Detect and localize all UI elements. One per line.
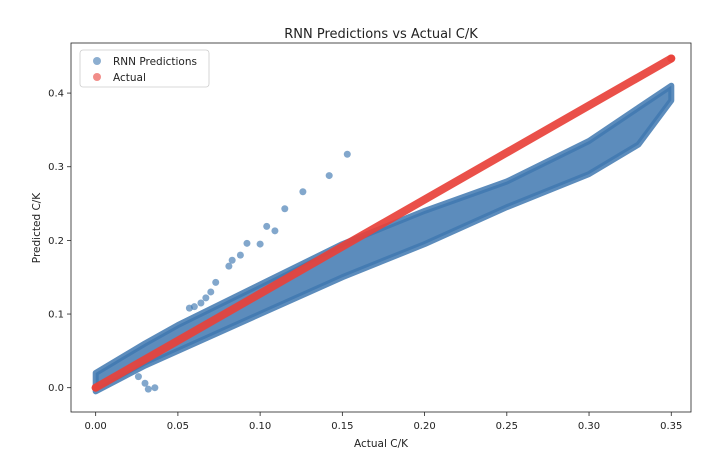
rnn-prediction-point <box>134 373 142 381</box>
rnn-prediction-point <box>263 222 271 230</box>
rnn-prediction-point <box>281 205 289 213</box>
x-axis-label: Actual C/K <box>354 438 409 450</box>
x-tick-label: 0.25 <box>496 421 518 432</box>
legend-label-actual: Actual <box>113 72 146 84</box>
x-tick-label: 0.00 <box>85 421 107 432</box>
rnn-prediction-point <box>299 188 307 196</box>
rnn-prediction-point <box>256 240 264 248</box>
rnn-prediction-point <box>236 251 244 259</box>
x-tick-label: 0.10 <box>249 421 271 432</box>
y-tick-label: 0.0 <box>48 383 64 394</box>
rnn-prediction-point <box>151 384 159 392</box>
actual-series <box>91 54 676 392</box>
legend-label-rnn-predictions: RNN Predictions <box>113 56 197 68</box>
x-axis-ticks: 0.00 0.05 0.10 0.15 0.20 0.25 0.30 0.35 <box>85 412 682 432</box>
legend-marker-actual <box>93 73 101 81</box>
rnn-prediction-point <box>325 172 333 180</box>
actual-line <box>91 54 676 392</box>
legend-box <box>79 49 210 88</box>
actual-point <box>91 383 100 392</box>
rnn-prediction-point <box>343 150 351 158</box>
x-tick-label: 0.20 <box>413 421 435 432</box>
x-tick-label: 0.30 <box>578 421 600 432</box>
rnn-predictions-band <box>92 82 675 395</box>
plot-area <box>91 54 676 395</box>
y-axis-label: Predicted C/K <box>31 192 43 263</box>
rnn-prediction-point <box>243 239 251 247</box>
y-axis-ticks: 0.0 0.1 0.2 0.3 0.4 <box>48 89 71 394</box>
legend: RNN Predictions Actual <box>79 49 210 88</box>
legend-marker-rnn-predictions <box>93 57 101 65</box>
y-tick-label: 0.3 <box>48 162 64 173</box>
y-tick-label: 0.4 <box>48 89 64 100</box>
rnn-prediction-point <box>271 227 279 235</box>
plot-frame <box>70 42 692 413</box>
x-tick-label: 0.05 <box>167 421 189 432</box>
rnn-prediction-point <box>144 385 152 393</box>
rnn-prediction-point <box>212 278 220 286</box>
rnn-predictions-outliers <box>134 150 351 393</box>
y-tick-label: 0.2 <box>48 236 64 247</box>
x-tick-label: 0.35 <box>660 421 682 432</box>
rnn-prediction-point <box>197 299 205 307</box>
actual-point <box>667 54 676 63</box>
x-tick-label: 0.15 <box>331 421 353 432</box>
y-tick-label: 0.1 <box>48 310 64 321</box>
rnn-prediction-point <box>228 256 236 264</box>
rnn-prediction-point <box>207 288 215 296</box>
rnn-prediction-point <box>225 262 233 270</box>
rnn-prediction-point <box>202 294 210 302</box>
rnn-predictions-cloud <box>92 82 675 395</box>
chart-title: RNN Predictions vs Actual C/K <box>284 27 478 42</box>
rnn-prediction-point <box>141 379 149 387</box>
rnn-prediction-point <box>190 303 198 311</box>
